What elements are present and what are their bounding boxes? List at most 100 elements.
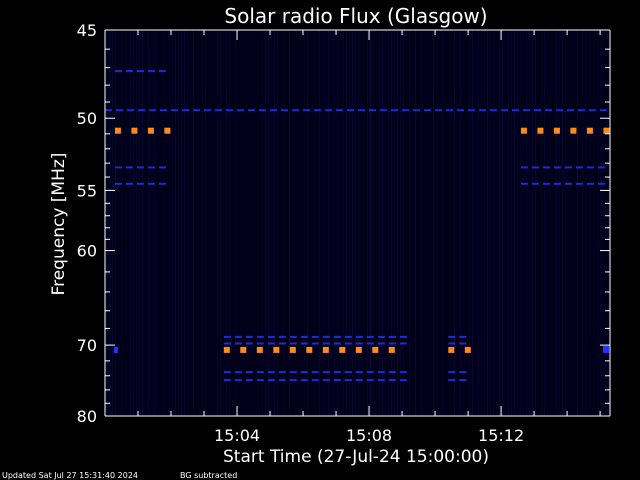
emission-mark-low <box>289 371 297 374</box>
emission-mark-high <box>289 346 296 353</box>
texture-streak <box>484 30 485 416</box>
emission-mark-low <box>311 335 319 338</box>
emission-mark-low <box>270 109 277 112</box>
emission-mark-low <box>358 109 365 112</box>
emission-mark-low <box>245 342 253 345</box>
plot-axes: 45 50 55 60 70 80 15:04 15:08 15:12 <box>77 21 611 445</box>
texture-streak <box>334 30 335 416</box>
texture-streak <box>154 30 155 416</box>
emission-mark-low <box>531 182 539 185</box>
texture-streak <box>187 30 188 416</box>
emission-mark-low <box>267 335 275 338</box>
texture-streak <box>355 30 356 416</box>
texture-streak <box>202 30 203 416</box>
texture-streak <box>415 30 416 416</box>
emission-mark-low <box>399 371 407 374</box>
emission-mark-low <box>160 109 167 112</box>
texture-streak <box>541 30 542 416</box>
emission-mark-low <box>597 166 605 169</box>
texture-streak <box>547 30 548 416</box>
texture-streak <box>409 30 410 416</box>
emission-mark-low <box>333 342 341 345</box>
texture-streak <box>421 30 422 416</box>
texture-streak <box>529 30 530 416</box>
x-tick-label: 15:12 <box>478 426 524 445</box>
texture-streak <box>502 30 503 416</box>
emission-mark-high <box>586 127 593 134</box>
emission-mark-low <box>542 182 550 185</box>
emission-mark-low <box>136 70 144 73</box>
emission-mark-low <box>314 109 321 112</box>
texture-streak <box>142 30 143 416</box>
emission-mark-low <box>448 342 456 345</box>
emission-mark-low <box>459 371 467 374</box>
texture-streak <box>274 30 275 416</box>
emission-mark-low <box>459 342 467 345</box>
texture-streak <box>508 30 509 416</box>
texture-streak <box>148 30 149 416</box>
emission-mark-low <box>377 379 385 382</box>
texture-streak <box>397 30 398 416</box>
texture-streak <box>337 30 338 416</box>
y-tick-label: 80 <box>77 407 97 426</box>
emission-mark-low <box>278 379 286 382</box>
emission-mark-low <box>512 109 519 112</box>
emission-mark-low <box>289 342 297 345</box>
texture-streak <box>586 30 587 416</box>
emission-mark-low <box>333 335 341 338</box>
emission-mark-low <box>322 371 330 374</box>
texture-streak <box>115 30 116 416</box>
emission-mark-low <box>158 166 166 169</box>
emission-mark-low <box>147 166 155 169</box>
texture-streak <box>121 30 122 416</box>
emission-mark-high <box>306 346 313 353</box>
emission-mark-low <box>182 109 189 112</box>
emission-mark-low <box>226 109 233 112</box>
emission-mark-low <box>523 109 530 112</box>
emission-mark-high <box>131 127 138 134</box>
emission-mark-low <box>366 335 374 338</box>
emission-mark-low <box>399 335 407 338</box>
emission-mark-low <box>136 166 144 169</box>
texture-streak <box>367 30 368 416</box>
emission-mark-low <box>424 109 431 112</box>
texture-streak <box>544 30 545 416</box>
emission-mark-low <box>333 379 341 382</box>
texture-streak <box>307 30 308 416</box>
emission-mark-low <box>520 182 528 185</box>
emission-mark-low <box>158 70 166 73</box>
emission-mark-low <box>215 109 222 112</box>
emission-mark-high <box>603 127 610 134</box>
emission-mark-low <box>204 109 211 112</box>
texture-streak <box>352 30 353 416</box>
emission-mark-low <box>564 182 572 185</box>
texture-streak <box>400 30 401 416</box>
emission-mark-low <box>388 379 396 382</box>
emission-mark-low <box>377 335 385 338</box>
texture-streak <box>385 30 386 416</box>
texture-streak <box>175 30 176 416</box>
texture-streak <box>370 30 371 416</box>
texture-streak <box>349 30 350 416</box>
emission-mark-low <box>223 379 231 382</box>
emission-mark-low <box>355 371 363 374</box>
emission-mark-low <box>388 371 396 374</box>
texture-streak <box>277 30 278 416</box>
y-tick-label: 60 <box>77 242 97 261</box>
texture-streak <box>226 30 227 416</box>
edge-marker-left <box>114 346 118 353</box>
emission-mark-low <box>520 166 528 169</box>
emission-mark-low <box>267 342 275 345</box>
emission-mark-low <box>355 335 363 338</box>
emission-mark-low <box>245 335 253 338</box>
emission-mark-low <box>344 335 352 338</box>
x-tick-label: 15:08 <box>346 426 392 445</box>
emission-mark-low <box>311 371 319 374</box>
emission-mark-low <box>435 109 442 112</box>
emission-mark-high <box>339 346 346 353</box>
texture-streak <box>490 30 491 416</box>
emission-mark-low <box>542 166 550 169</box>
texture-streak <box>328 30 329 416</box>
emission-mark-high <box>570 127 577 134</box>
texture-streak <box>325 30 326 416</box>
